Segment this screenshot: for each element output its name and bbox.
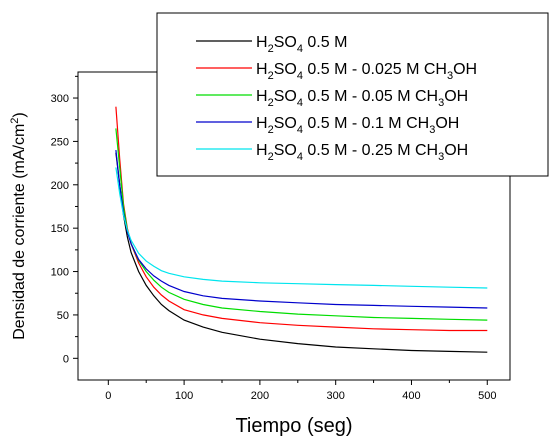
legend-label-part: OH: [453, 61, 477, 78]
legend-label-2: H2SO4 0.5 M - 0.025 M CH3OH: [256, 61, 477, 82]
legend-label-part: 0.5 M - 0.05 M CH: [303, 88, 438, 105]
legend-label-part: 3: [438, 151, 444, 163]
y-axis-title-superscript: 2: [9, 118, 21, 124]
legend-label-part: 4: [297, 70, 303, 82]
y-tick-label: 300: [51, 93, 69, 105]
legend-label-part: SO: [274, 34, 297, 51]
legend-label-part: H: [256, 34, 268, 51]
legend-label-part: 4: [297, 43, 303, 55]
legend-label-part: 0.5 M - 0.1 M CH: [303, 115, 429, 132]
legend-label-part: H: [256, 142, 268, 159]
x-tick-label: 200: [251, 390, 269, 402]
legend-label-part: 0.5 M - 0.25 M CH: [303, 142, 438, 159]
legend-label-part: 3: [438, 97, 444, 109]
legend-label-part: 3: [447, 70, 453, 82]
legend-label-part: 0.5 M: [303, 34, 347, 51]
legend-label-part: 2: [268, 124, 274, 136]
series-line-4: [115, 150, 488, 309]
legend-label-part: SO: [274, 115, 297, 132]
y-tick-label: 50: [57, 310, 69, 322]
legend-label-part: 4: [297, 97, 303, 109]
legend-label-part: 2: [268, 151, 274, 163]
legend-label-part: OH: [444, 88, 468, 105]
x-axis-title: Tiempo (seg): [235, 415, 352, 437]
legend-label-part: 2: [268, 70, 274, 82]
y-axis-title: Densidad de corriente (mA/cm2): [9, 112, 28, 340]
y-tick-label: 250: [51, 136, 69, 148]
y-tick-label: 0: [63, 353, 69, 365]
series-lines: [115, 106, 488, 353]
legend-label-part: SO: [274, 142, 297, 159]
legend-label-part: H: [256, 88, 268, 105]
y-axis-ticks: 0 50 100 150 200 250 300: [51, 75, 78, 365]
legend-label-part: SO: [274, 88, 297, 105]
y-axis-title-end: ): [11, 112, 28, 117]
legend-label-part: 2: [268, 43, 274, 55]
x-tick-label: 300: [327, 390, 345, 402]
legend-label-5: H2SO4 0.5 M - 0.25 M CH3OH: [256, 142, 468, 163]
x-tick-label: 400: [402, 390, 420, 402]
y-tick-label: 150: [51, 223, 69, 235]
legend-label-part: H: [256, 61, 268, 78]
legend-label-4: H2SO4 0.5 M - 0.1 M CH3OH: [256, 115, 459, 136]
legend-label-part: 4: [297, 124, 303, 136]
legend-label-part: SO: [274, 61, 297, 78]
y-tick-label: 100: [51, 267, 69, 279]
x-tick-label: 100: [175, 390, 193, 402]
y-tick-label: 200: [51, 180, 69, 192]
legend-label-part: 2: [268, 97, 274, 109]
x-axis-ticks: 0 100 200 300 400 500: [105, 380, 496, 402]
y-axis-title-main: Densidad de corriente (mA/cm: [11, 124, 28, 340]
series-line-1: [115, 152, 488, 353]
legend-label-part: OH: [444, 142, 468, 159]
legend-label-part: 4: [297, 151, 303, 163]
x-tick-label: 500: [478, 390, 496, 402]
legend-label-part: 0.5 M - 0.025 M CH: [303, 61, 447, 78]
legend-label-3: H2SO4 0.5 M - 0.05 M CH3OH: [256, 88, 468, 109]
legend-label-1: H2SO4 0.5 M: [256, 34, 347, 55]
x-tick-label: 0: [105, 390, 111, 402]
legend-label-part: 3: [429, 124, 435, 136]
series-line-5: [115, 167, 488, 289]
legend-label-part: OH: [435, 115, 459, 132]
legend-label-part: H: [256, 115, 268, 132]
